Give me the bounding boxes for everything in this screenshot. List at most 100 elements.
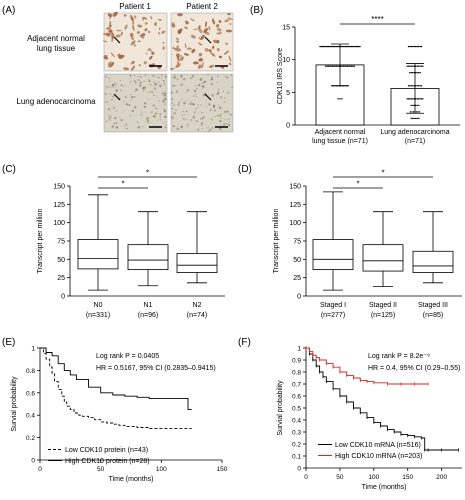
stained-cell bbox=[225, 29, 233, 33]
y-tick-label: 50 bbox=[293, 257, 301, 264]
stained-cell bbox=[154, 22, 157, 26]
tumor-cell bbox=[148, 79, 151, 83]
tumor-cell bbox=[180, 126, 182, 128]
tumor-cell bbox=[137, 78, 140, 81]
data-point bbox=[415, 85, 417, 87]
y-tick-label: 50 bbox=[57, 257, 65, 264]
data-point bbox=[417, 111, 419, 113]
box bbox=[362, 244, 404, 272]
tumor-cell bbox=[152, 74, 155, 78]
tumor-cell bbox=[181, 98, 183, 100]
tumor-cell bbox=[143, 105, 147, 109]
data-point bbox=[341, 85, 343, 87]
stained-cell bbox=[130, 14, 134, 22]
stained-cell bbox=[147, 48, 151, 51]
stained-cell bbox=[203, 31, 210, 35]
tumor-cell bbox=[180, 74, 183, 78]
data-point bbox=[422, 65, 424, 67]
tumor-cell bbox=[163, 90, 165, 92]
tumor-cell bbox=[172, 84, 174, 87]
tumor-cell bbox=[140, 113, 143, 116]
x-category-n: (n=277) bbox=[321, 312, 345, 319]
tumor-cell bbox=[190, 100, 193, 103]
data-point bbox=[332, 45, 334, 48]
x-tick-label: 100 bbox=[156, 466, 167, 473]
data-point bbox=[334, 65, 336, 67]
tumor-cell bbox=[153, 87, 157, 90]
data-point bbox=[417, 85, 420, 87]
stained-cell bbox=[109, 32, 112, 35]
tumor-cell bbox=[201, 127, 203, 130]
tumor-cell bbox=[133, 106, 137, 109]
data-point bbox=[407, 45, 410, 48]
y-tick-label: 100 bbox=[53, 220, 65, 227]
data-point bbox=[337, 98, 339, 100]
y-tick-label: 0 bbox=[286, 123, 290, 130]
panel-label-d: (D) bbox=[238, 164, 252, 175]
y-tick-label: 25 bbox=[293, 275, 301, 282]
tumor-cell bbox=[164, 115, 167, 119]
stained-cell bbox=[192, 61, 199, 65]
data-point bbox=[410, 104, 412, 107]
tumor-cell bbox=[183, 78, 186, 81]
tumor-cell bbox=[199, 117, 202, 120]
data-point bbox=[339, 98, 341, 100]
tumor-cell bbox=[139, 81, 142, 84]
tumor-cell bbox=[163, 110, 166, 112]
tumor-cell bbox=[134, 95, 136, 98]
tumor-cell bbox=[161, 74, 163, 76]
data-point bbox=[348, 45, 350, 48]
tumor-cell bbox=[207, 74, 209, 76]
data-point bbox=[350, 45, 353, 48]
tumor-cell bbox=[223, 97, 226, 99]
data-point bbox=[320, 45, 322, 48]
panel-label-a: (A) bbox=[2, 5, 15, 16]
y-axis-label: Survial probability bbox=[11, 376, 18, 432]
y-tick-label: 0.9 bbox=[292, 358, 301, 365]
x-tick-label: 50 bbox=[336, 474, 344, 481]
data-point bbox=[331, 85, 333, 87]
y-tick-label: 5 bbox=[286, 90, 290, 97]
stained-cell bbox=[110, 52, 115, 58]
tumor-cell bbox=[216, 81, 218, 83]
data-point bbox=[350, 65, 353, 67]
tumor-cell bbox=[195, 107, 197, 110]
data-point bbox=[410, 117, 412, 120]
stained-cell bbox=[190, 18, 195, 22]
tumor-cell bbox=[186, 123, 189, 126]
data-point bbox=[330, 65, 332, 67]
y-tick-label: 0.6 bbox=[26, 390, 35, 397]
row-label-normal-line1: Adjacent normal bbox=[27, 34, 85, 43]
x-tick-label: 100 bbox=[368, 474, 379, 481]
stained-cell bbox=[191, 48, 196, 54]
micrograph-background bbox=[170, 12, 234, 72]
panel-b-bar-chart: 0 5 10 15 CDK10 IRS Score Adjacent normal lung… bbox=[277, 15, 460, 145]
data-point bbox=[417, 65, 420, 67]
stained-cell bbox=[137, 40, 141, 42]
stained-cell bbox=[172, 47, 175, 50]
stained-cell bbox=[103, 56, 109, 60]
stained-cell bbox=[162, 46, 165, 50]
data-point bbox=[330, 45, 332, 48]
survival-curve bbox=[40, 347, 192, 430]
stained-cell bbox=[174, 47, 182, 52]
data-point bbox=[415, 65, 417, 67]
tumor-cell bbox=[187, 126, 189, 129]
significance-label: * bbox=[381, 169, 384, 178]
tumor-cell bbox=[137, 121, 139, 123]
data-point bbox=[355, 45, 358, 48]
data-point bbox=[327, 65, 330, 67]
stained-cell bbox=[132, 20, 135, 26]
tumor-cell bbox=[139, 76, 142, 78]
tumor-cell bbox=[155, 107, 158, 110]
legend-label: High CDK10 protein (n=28) bbox=[65, 458, 150, 465]
tumor-cell bbox=[115, 89, 118, 92]
y-tick-label: 150 bbox=[289, 184, 301, 191]
tumor-cell bbox=[111, 86, 113, 88]
tumor-cell bbox=[182, 110, 184, 113]
tumor-cell bbox=[159, 116, 162, 118]
row-label-normal-line2: lung tissue bbox=[37, 44, 76, 53]
stained-cell bbox=[184, 26, 188, 29]
tumor-cell bbox=[223, 101, 226, 104]
data-point bbox=[356, 45, 359, 48]
